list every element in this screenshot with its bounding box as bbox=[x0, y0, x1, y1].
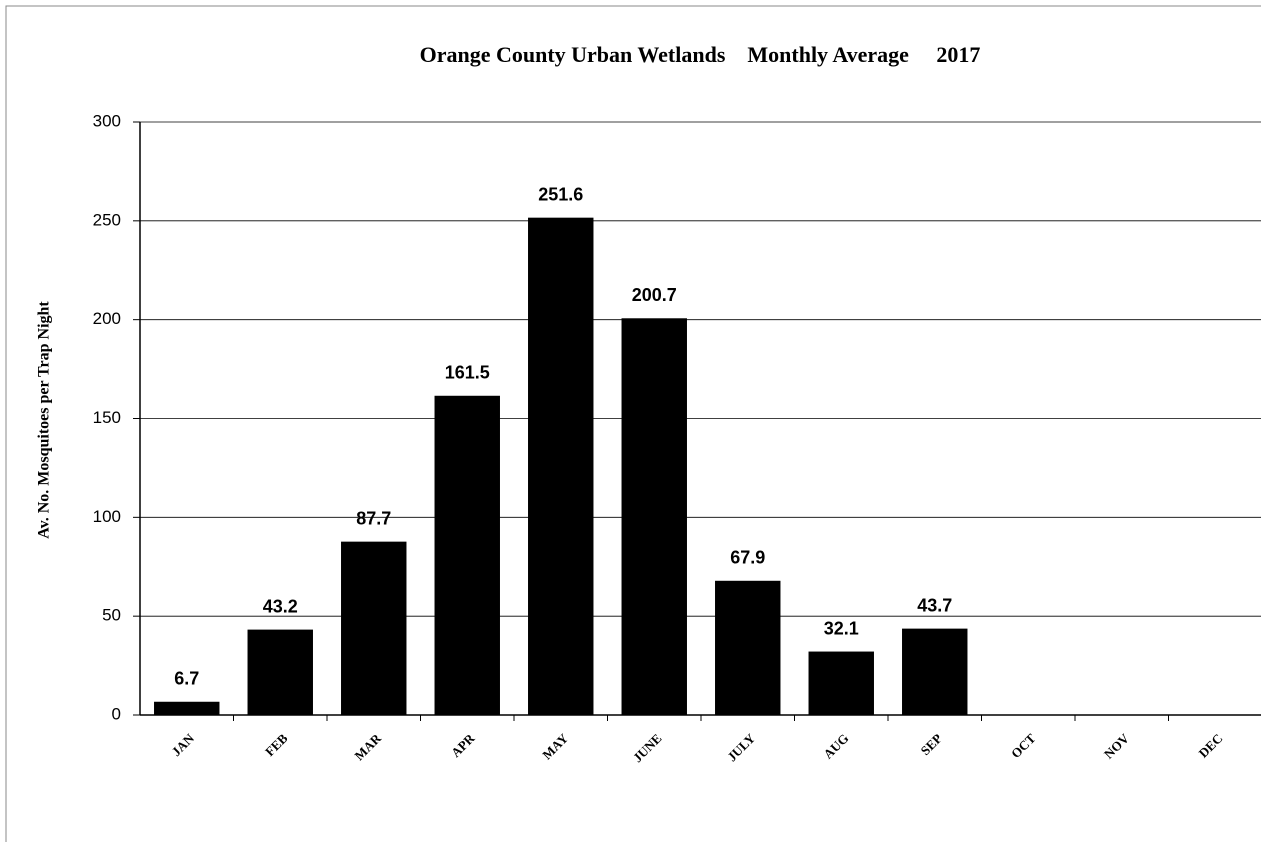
chart-title: Orange County Urban Wetlands Monthly Ave… bbox=[420, 42, 981, 67]
data-label: 32.1 bbox=[824, 618, 859, 638]
y-tick-label: 150 bbox=[93, 408, 121, 427]
data-label: 200.7 bbox=[632, 285, 677, 305]
y-tick-label: 0 bbox=[112, 704, 121, 723]
y-tick-label: 300 bbox=[93, 111, 121, 130]
bar bbox=[434, 395, 500, 715]
y-tick-label: 100 bbox=[93, 507, 121, 526]
data-label: 87.7 bbox=[356, 508, 391, 528]
bar bbox=[528, 217, 594, 716]
bar bbox=[247, 629, 313, 715]
data-label: 251.6 bbox=[538, 184, 583, 204]
y-tick-label: 200 bbox=[93, 309, 121, 328]
bar bbox=[715, 580, 781, 715]
data-label: 6.7 bbox=[174, 669, 199, 689]
data-label: 43.2 bbox=[263, 596, 298, 616]
data-label: 43.7 bbox=[917, 595, 952, 615]
bar bbox=[154, 701, 220, 715]
bar bbox=[621, 318, 687, 715]
frame bbox=[5, 5, 1261, 842]
y-tick-label: 250 bbox=[93, 210, 121, 229]
bar bbox=[341, 541, 407, 715]
y-axis-label: Av. No. Mosquitoes per Trap Night bbox=[36, 301, 53, 539]
bar bbox=[808, 651, 874, 715]
data-label: 67.9 bbox=[730, 548, 765, 568]
data-label: 161.5 bbox=[445, 363, 490, 383]
y-tick-label: 50 bbox=[102, 606, 121, 625]
bar bbox=[902, 628, 968, 715]
